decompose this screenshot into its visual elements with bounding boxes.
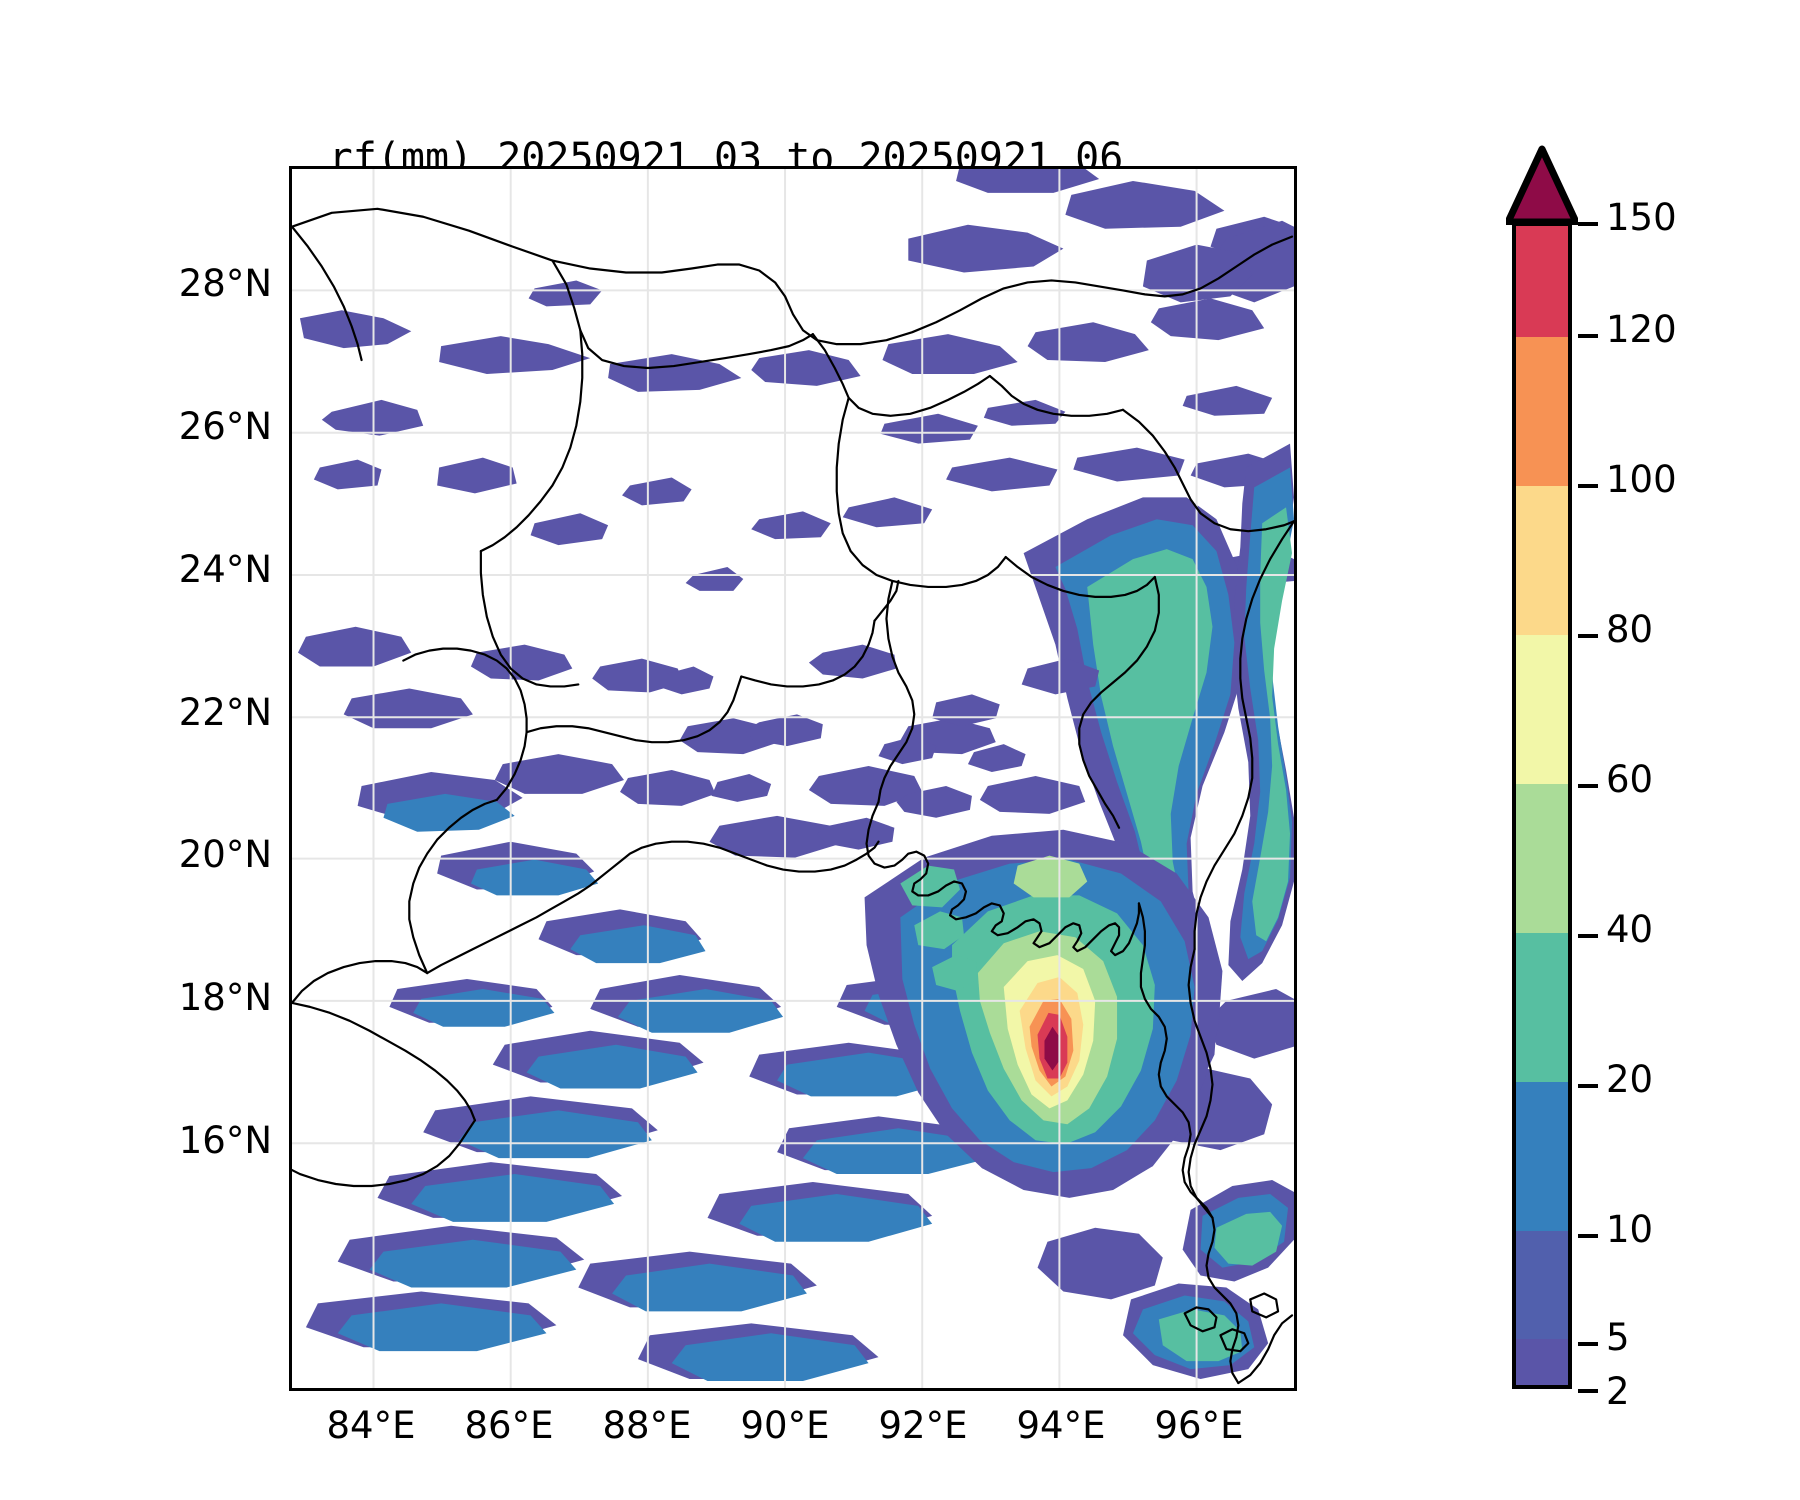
x-tick-label-96E: 96°E	[1154, 1404, 1244, 1447]
shading-bangladesh	[657, 644, 1100, 850]
colorbar-segment-40-60	[1516, 784, 1568, 933]
y-tick-label-16N: 16°N	[178, 1119, 272, 1162]
colorbar-tick-80	[1578, 634, 1598, 638]
x-tick-label-84E: 84°E	[326, 1404, 416, 1447]
x-tick-label-94E: 94°E	[1016, 1404, 1106, 1447]
colorbar-segment-20-40	[1516, 932, 1568, 1082]
colorbar-tick-40	[1578, 934, 1598, 938]
colorbar-label-20: 20	[1606, 1058, 1654, 1101]
colorbar-segment-5-10	[1516, 1230, 1568, 1339]
colorbar-label-100: 100	[1606, 458, 1677, 501]
colorbar-label-40: 40	[1606, 908, 1654, 951]
colorbar-extend-arrow	[1506, 145, 1578, 225]
x-tick-label-88E: 88°E	[602, 1404, 692, 1447]
colorbar-tick-100	[1578, 484, 1598, 488]
map-plot-area	[292, 169, 1294, 1388]
coastlines-and-borders	[292, 207, 1294, 1385]
colorbar-label-5: 5	[1606, 1316, 1630, 1359]
rainfall-shading	[297, 169, 1294, 1382]
y-tick-label-18N: 18°N	[178, 976, 272, 1019]
colorbar-tick-150	[1578, 222, 1598, 226]
colorbar-label-80: 80	[1606, 608, 1654, 651]
colorbar-tick-10	[1578, 1234, 1598, 1238]
y-tick-label-24N: 24°N	[178, 548, 272, 591]
colorbar-segment-60-80	[1516, 635, 1568, 785]
y-tick-label-28N: 28°N	[178, 262, 272, 305]
colorbar-segment-10-20	[1516, 1081, 1568, 1231]
map-axes[interactable]	[289, 166, 1297, 1391]
colorbar-segment-2-5	[1516, 1338, 1568, 1385]
colorbar[interactable]	[1512, 222, 1572, 1389]
y-tick-label-22N: 22°N	[178, 691, 272, 734]
shading-core-darkred	[1044, 1026, 1060, 1071]
x-tick-label-86E: 86°E	[464, 1404, 554, 1447]
colorbar-label-60: 60	[1606, 758, 1654, 801]
colorbar-tick-60	[1578, 784, 1598, 788]
colorbar-over-triangle	[1506, 145, 1578, 225]
colorbar-segment-80-100	[1516, 486, 1568, 636]
colorbar-label-150: 150	[1606, 196, 1677, 239]
colorbar-label-2: 2	[1606, 1370, 1630, 1413]
colorbar-tick-2	[1578, 1389, 1598, 1393]
rainfall-contour-map	[292, 169, 1294, 1388]
colorbar-label-120: 120	[1606, 308, 1677, 351]
colorbar-label-10: 10	[1606, 1208, 1654, 1251]
colorbar-tick-120	[1578, 334, 1598, 338]
y-tick-label-26N: 26°N	[178, 405, 272, 448]
x-tick-label-90E: 90°E	[740, 1404, 830, 1447]
colorbar-segment-120-150	[1516, 226, 1568, 338]
colorbar-tick-20	[1578, 1084, 1598, 1088]
colorbar-tick-5	[1578, 1342, 1598, 1346]
x-tick-label-92E: 92°E	[878, 1404, 968, 1447]
y-tick-label-20N: 20°N	[178, 833, 272, 876]
colorbar-segment-100-120	[1516, 337, 1568, 487]
